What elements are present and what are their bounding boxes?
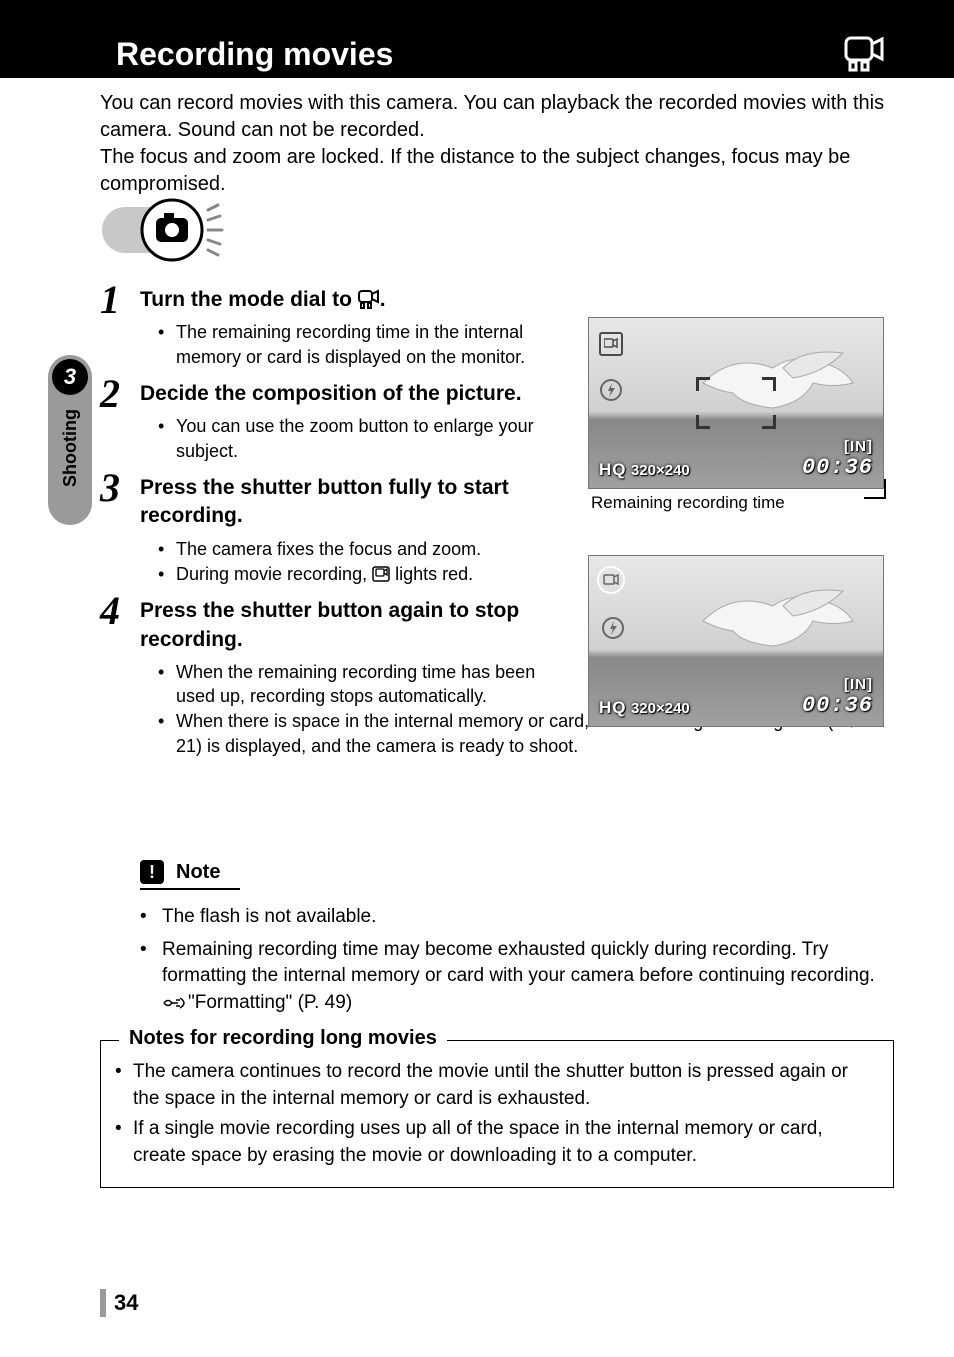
chapter-label: Shooting: [60, 409, 81, 487]
step-3-b2-pre: During movie recording,: [176, 564, 372, 584]
note-bullet-2: Remaining recording time may become exha…: [140, 937, 894, 1017]
long-movies-box: Notes for recording long movies The came…: [100, 1040, 894, 1188]
intro-p1: You can record movies with this camera. …: [100, 92, 884, 141]
lcd-preview-2: HQ 320×240 [IN] 00:36: [588, 555, 884, 727]
step-3-bullet-1: The camera fixes the focus and zoom.: [158, 537, 540, 561]
step-1-bullet-1: The remaining recording time in the inte…: [158, 320, 540, 369]
in-label-2: [IN]: [802, 676, 873, 693]
step-1-title: Turn the mode dial to .: [140, 286, 540, 314]
movie-mode-icon: [842, 32, 884, 74]
step-3-title: Press the shutter button fully to start …: [140, 474, 540, 531]
step-4-number: 4: [100, 591, 140, 759]
step-3-bullet-2: During movie recording, lights red.: [158, 562, 540, 586]
flash-icon: [599, 378, 623, 407]
page-title: Recording movies: [116, 36, 393, 73]
rec-light-icon: [372, 566, 390, 582]
af-frame: [696, 377, 776, 429]
note-bullet-1: The flash is not available.: [140, 904, 894, 931]
page-number: 34: [114, 1290, 138, 1316]
hand-pointer-icon: [162, 996, 188, 1010]
caption-leader-line: [864, 497, 884, 499]
page-footer: 34: [100, 1289, 138, 1317]
rec-indicator-circle: [597, 566, 625, 594]
rec-mode-icon: [599, 332, 623, 356]
long-movies-bullet-2: If a single movie recording uses up all …: [115, 1116, 879, 1169]
note-b2-ref: "Formatting" (P. 49): [188, 992, 352, 1013]
side-tab: 3 Shooting: [48, 355, 92, 525]
long-movies-bullet-1: The camera continues to record the movie…: [115, 1059, 879, 1112]
chapter-number: 3: [52, 359, 88, 395]
note-b2-pre: Remaining recording time may become exha…: [162, 939, 875, 987]
time-remaining-1: 00:36: [802, 455, 873, 480]
step-2-bullet-1: You can use the zoom button to enlarge y…: [158, 414, 540, 463]
intro-text: You can record movies with this camera. …: [100, 90, 894, 198]
resolution-label-2: 320×240: [631, 700, 690, 717]
movie-icon: [358, 289, 380, 309]
footer-accent-bar: [100, 1289, 106, 1317]
step-4-b2-post: ) is displayed, and the camera is ready …: [196, 736, 578, 756]
step-1-title-post: .: [380, 288, 386, 311]
in-label-1: [IN]: [802, 438, 873, 455]
note-section: ! Note The flash is not available. Remai…: [100, 860, 894, 1022]
screen-1-caption: Remaining recording time: [591, 492, 859, 514]
bird-graphic-2: [683, 571, 863, 671]
step-3-number: 3: [100, 468, 140, 587]
step-2-title: Decide the composition of the picture.: [140, 380, 540, 408]
step-1-number: 1: [100, 280, 140, 370]
title-bar: Recording movies: [100, 30, 894, 78]
step-3-b2-post: lights red.: [390, 564, 473, 584]
flash-icon-2: [601, 616, 625, 645]
time-remaining-2: 00:36: [802, 693, 873, 718]
intro-p2: The focus and zoom are locked. If the di…: [100, 146, 850, 195]
lcd-preview-1: HQ 320×240 [IN] 00:36: [588, 317, 884, 489]
hq-label-2: HQ: [599, 698, 627, 717]
step-2-number: 2: [100, 374, 140, 464]
long-movies-label: Notes for recording long movies: [119, 1027, 447, 1050]
note-title: Note: [176, 861, 220, 884]
shooting-mode-switch-icon: [100, 195, 230, 265]
note-mark-icon: !: [140, 860, 164, 884]
step-1-title-pre: Turn the mode dial to: [140, 288, 358, 311]
resolution-label: 320×240: [631, 462, 690, 479]
hq-label: HQ: [599, 460, 627, 479]
